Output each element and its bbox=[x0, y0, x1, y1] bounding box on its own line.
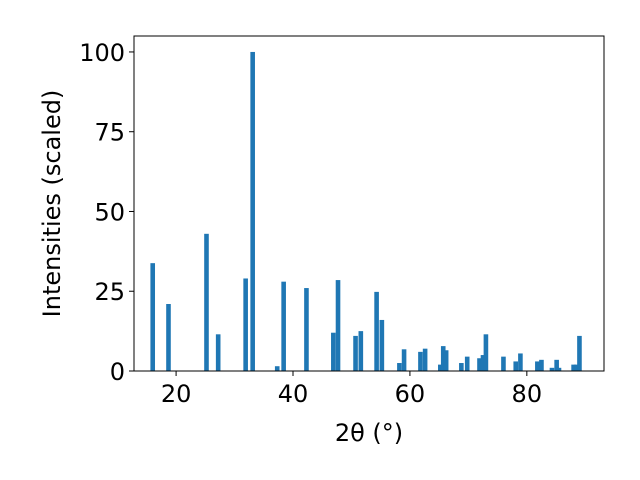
x-axis-label: 2θ (°) bbox=[335, 419, 403, 447]
bar bbox=[483, 334, 489, 371]
bar bbox=[274, 366, 280, 371]
bar bbox=[554, 359, 559, 371]
bar bbox=[401, 349, 407, 371]
bar bbox=[215, 334, 221, 371]
bars-group bbox=[150, 51, 582, 371]
bar bbox=[397, 363, 402, 371]
bar bbox=[574, 364, 579, 371]
x-axis-ticks: 20 40 60 80 bbox=[161, 371, 542, 408]
y-tick-label: 25 bbox=[94, 278, 125, 306]
bar bbox=[459, 363, 464, 371]
y-tick-label: 100 bbox=[79, 39, 125, 67]
bar bbox=[535, 361, 540, 371]
bar bbox=[571, 364, 576, 371]
x-tick-label: 20 bbox=[161, 380, 192, 408]
y-tick-label: 50 bbox=[94, 198, 125, 226]
bar bbox=[443, 350, 449, 371]
bar bbox=[374, 291, 379, 371]
bar bbox=[477, 358, 482, 371]
bar bbox=[250, 51, 255, 371]
bar bbox=[150, 263, 156, 371]
bar bbox=[335, 280, 341, 371]
bar bbox=[331, 332, 336, 371]
bar bbox=[464, 356, 470, 371]
x-tick-label: 40 bbox=[278, 380, 309, 408]
y-axis-ticks: 0 25 50 75 100 bbox=[79, 39, 134, 386]
bar bbox=[281, 281, 286, 371]
y-tick-label: 75 bbox=[94, 119, 125, 147]
bar bbox=[358, 331, 364, 371]
bar bbox=[422, 348, 428, 371]
y-axis-label: Intensities (scaled) bbox=[38, 90, 66, 318]
bar bbox=[501, 356, 506, 371]
bar bbox=[304, 288, 309, 371]
x-tick-label: 80 bbox=[512, 380, 543, 408]
bar bbox=[518, 353, 523, 371]
bar bbox=[539, 359, 544, 371]
bar bbox=[204, 233, 209, 371]
bar bbox=[556, 367, 562, 371]
plot-frame bbox=[133, 35, 605, 372]
x-tick-label: 60 bbox=[395, 380, 426, 408]
bar bbox=[513, 361, 519, 371]
bar bbox=[438, 364, 443, 371]
bar bbox=[166, 304, 171, 371]
bar bbox=[577, 335, 582, 371]
bar bbox=[353, 335, 358, 371]
bar bbox=[480, 355, 486, 371]
bar bbox=[549, 367, 555, 371]
bar bbox=[440, 346, 446, 371]
bar bbox=[418, 351, 423, 371]
bar bbox=[379, 319, 385, 371]
y-tick-label: 0 bbox=[110, 358, 125, 386]
bar bbox=[243, 278, 248, 371]
